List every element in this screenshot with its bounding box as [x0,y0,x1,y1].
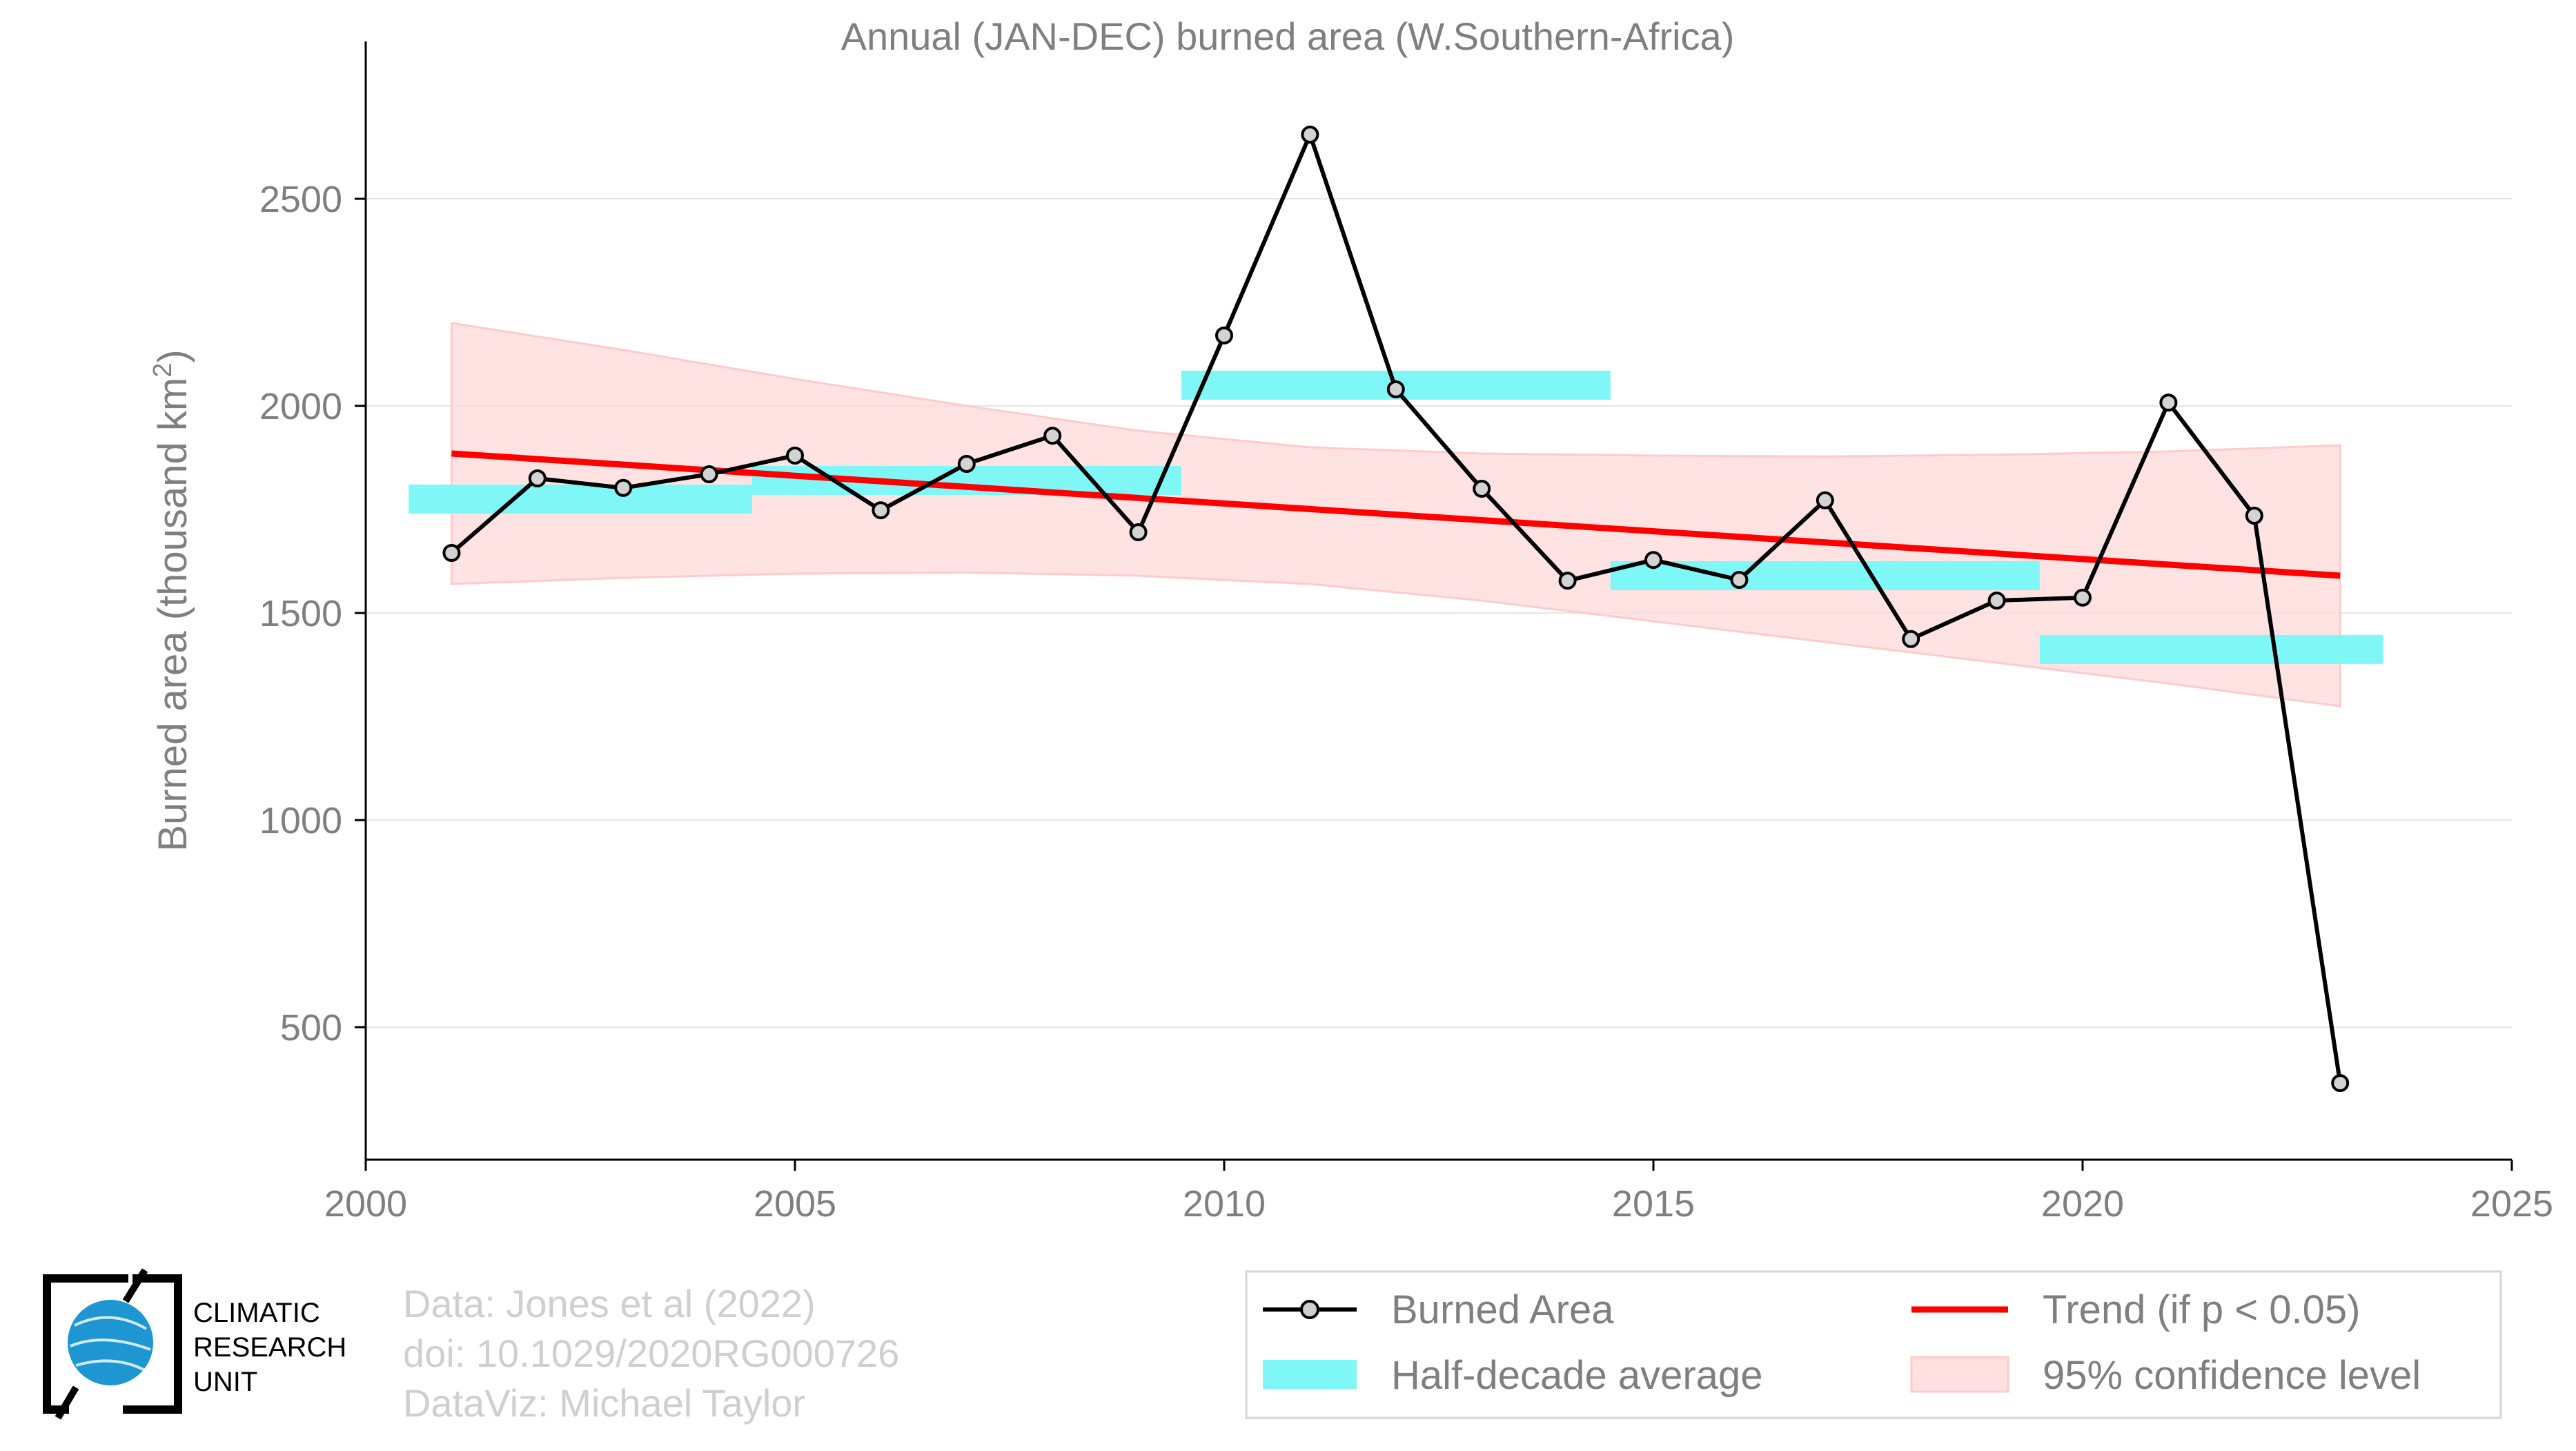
globe-swirl [70,1316,151,1372]
logo-text-line3: UNIT [193,1367,257,1397]
data-point-2004 [700,465,718,483]
burned-area-points [442,126,2350,1092]
y-tick-label-1500: 1500 [259,593,342,634]
x-tick-label-2025: 2025 [2470,1183,2553,1225]
legend-swatch-half-decade [1263,1360,1357,1389]
logo-text-line2: RESEARCH [193,1332,346,1363]
y-axis-label-close: ) [150,349,195,362]
y-tick-label-1000: 1000 [259,800,342,841]
x-tick-label-2015: 2015 [1612,1183,1695,1225]
data-point-2003 [614,478,633,497]
data-point-2006 [872,501,890,520]
credit-data: Data: Jones et al (2022) [403,1282,816,1325]
half-decade-bar-0 [409,485,752,514]
x-tick-label-2020: 2020 [2041,1183,2124,1225]
data-point-2020 [2074,588,2092,607]
x-tick-label-2010: 2010 [1183,1183,1266,1225]
x-ticks: 2000 2005 2010 2015 2020 2025 [324,1160,2553,1225]
data-point-2016 [1730,571,1749,589]
legend-swatch-confidence [1910,1356,2009,1393]
data-point-2008 [1043,427,1062,445]
data-point-2021 [2159,393,2178,412]
data-point-2023 [2331,1074,2350,1092]
data-point-2015 [1644,551,1662,569]
legend-label-burned-area: Burned Area [1391,1287,1614,1332]
logo-slash [122,1268,148,1303]
data-point-2019 [1987,592,2006,610]
data-point-2013 [1473,480,1491,498]
data-point-2017 [1816,491,1834,509]
data-point-2012 [1386,380,1405,398]
data-point-2010 [1215,327,1233,344]
credit-dataviz: DataViz: Michael Taylor [403,1381,805,1425]
trend-line [451,450,2341,579]
data-point-2022 [2245,507,2263,525]
data-point-2007 [957,455,976,473]
y-axis-label: Burned area (thousand km2) [148,349,195,851]
legend: Burned Area Half-decade average Trend (i… [1245,1270,2502,1419]
data-point-2001 [442,544,461,562]
data-point-2002 [528,469,547,487]
data-point-2005 [786,447,804,465]
data-point-2018 [1902,630,1920,648]
half-decade-bar-4 [2039,634,2383,664]
chart-title: Annual (JAN-DEC) burned area (W.Southern… [841,14,1735,58]
logo-right-bracket [123,1274,182,1414]
data-point-2011 [1301,126,1319,144]
logo-text-line1: CLIMATIC [193,1298,320,1328]
x-tick-label-2005: 2005 [754,1183,836,1225]
cru-logo: CLIMATIC RESEARCH UNIT [43,1268,346,1420]
y-tick-label-500: 500 [280,1007,342,1049]
legend-label-half-decade: Half-decade average [1391,1353,1762,1398]
legend-box [1245,1270,2502,1419]
y-ticks: 500 1000 1500 2000 2500 [259,179,366,1049]
legend-label-trend: Trend (if p < 0.05) [2043,1287,2360,1332]
data-point-2014 [1558,572,1577,590]
x-tick-label-2000: 2000 [324,1183,407,1225]
legend-label-confidence: 95% confidence level [2043,1353,2421,1398]
data-point-2009 [1129,523,1148,541]
y-axis-label-main: Burned area (thousand km [150,378,195,852]
y-axis-label-superscript: 2 [148,363,177,378]
logo-slash-bottom [55,1385,79,1420]
y-tick-label-2000: 2000 [259,386,342,427]
legend-swatch-burned-area-marker [1300,1300,1319,1319]
y-tick-label-2500: 2500 [259,179,342,220]
credit-doi: doi: 10.1029/2020RG000726 [403,1332,899,1375]
